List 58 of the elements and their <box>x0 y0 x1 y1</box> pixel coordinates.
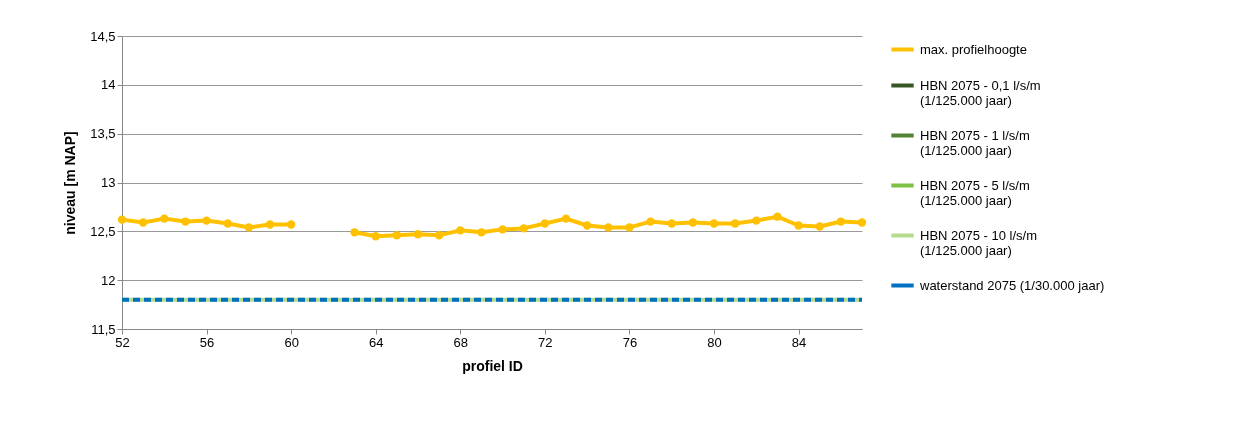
legend-label: HBN 2075 - 5 l/s/m (1/125.000 jaar) <box>920 177 1030 208</box>
y-tick-label: 13 <box>101 175 116 190</box>
point <box>709 219 719 228</box>
point <box>181 217 190 226</box>
point <box>604 223 613 232</box>
legend-label: HBN 2075 - 10 l/s/m (1/125.000 jaar) <box>920 227 1038 258</box>
x-tick-label: 76 <box>622 334 638 350</box>
legend-label: waterstand 2075 (1/30.000 jaar) <box>919 277 1105 293</box>
x-tick-label: 52 <box>115 334 130 350</box>
x-tick-label: 64 <box>368 334 384 350</box>
point <box>773 212 782 221</box>
point <box>836 217 846 226</box>
x-tick-label: 60 <box>284 334 299 350</box>
point <box>160 214 169 223</box>
point <box>244 223 254 232</box>
point <box>371 232 380 241</box>
point <box>413 230 423 239</box>
point <box>392 231 402 240</box>
x-axis-title: profiel ID <box>462 357 523 374</box>
point <box>625 223 634 232</box>
point <box>434 231 444 240</box>
y-tick-label: 11,5 <box>91 321 116 337</box>
point <box>223 219 232 228</box>
y-tick-label: 12 <box>101 272 116 288</box>
point <box>286 220 296 229</box>
point <box>498 225 507 234</box>
x-tick-label: 84 <box>791 334 807 350</box>
point <box>688 218 698 227</box>
point <box>815 222 824 231</box>
legend-label: HBN 2075 - 0,1 l/s/m (1/125.000 jaar) <box>920 77 1041 108</box>
x-tick-label: 68 <box>453 334 469 350</box>
y-tick-label: 12,5 <box>90 223 116 239</box>
point <box>202 216 211 225</box>
legend-label: HBN 2075 - 1 l/s/m (1/125.000 jaar) <box>920 127 1030 158</box>
point <box>350 228 359 237</box>
y-tick-label: 14,5 <box>90 28 116 44</box>
y-axis-title: niveau [m NAP] <box>62 131 79 235</box>
x-tick-label: 80 <box>707 334 722 350</box>
point <box>456 226 465 235</box>
point <box>667 219 676 228</box>
point <box>117 215 127 224</box>
point <box>519 224 528 233</box>
point <box>857 218 867 227</box>
point <box>265 220 275 229</box>
point <box>646 217 655 226</box>
x-tick-label: 56 <box>199 334 215 350</box>
point <box>540 219 550 228</box>
legend-label: max. profielhoogte <box>920 41 1027 57</box>
point <box>477 228 486 237</box>
point <box>582 221 592 230</box>
point <box>730 219 740 228</box>
point <box>561 214 571 223</box>
y-tick-label: 13,5 <box>90 126 116 142</box>
point <box>752 216 761 225</box>
point <box>794 221 803 230</box>
point <box>138 218 148 227</box>
y-tick-label: 14 <box>101 77 116 93</box>
x-tick-label: 72 <box>538 334 553 350</box>
